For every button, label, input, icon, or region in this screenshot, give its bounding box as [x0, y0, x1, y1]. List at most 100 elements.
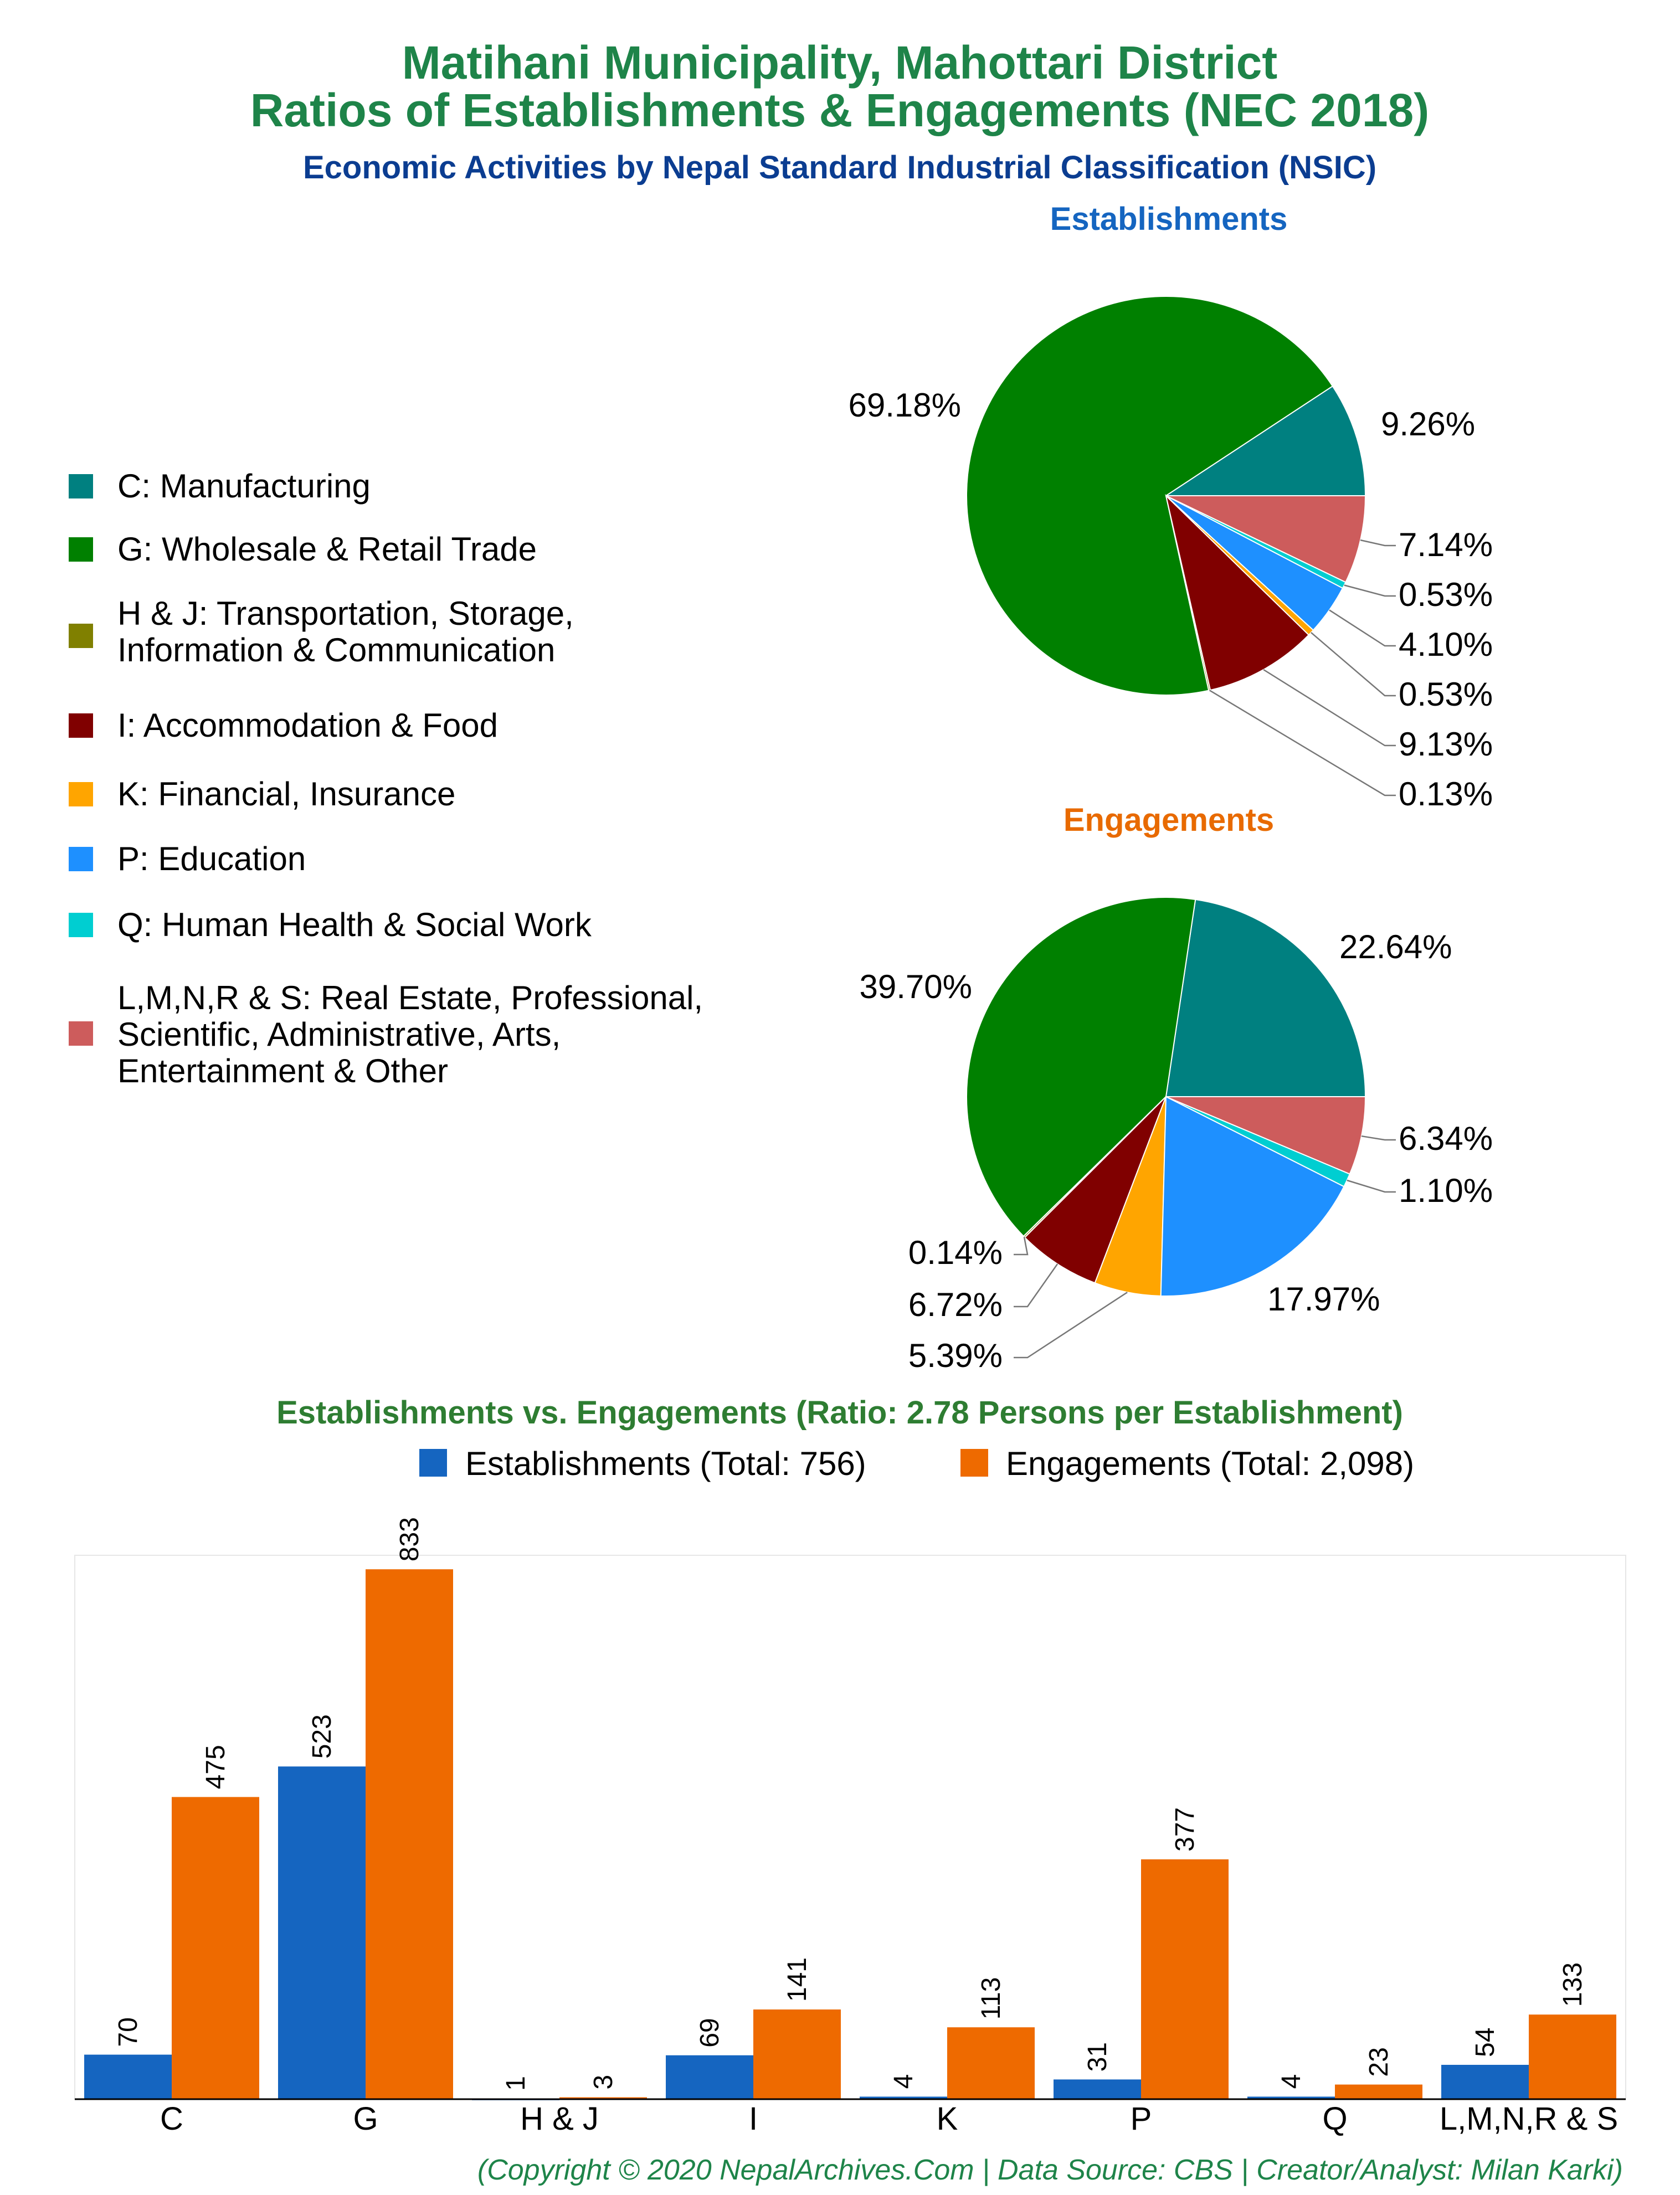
bar-legend-label: Establishments (Total: 756): [465, 1445, 866, 1482]
footer-credit: (Copyright © 2020 NepalArchives.Com | Da…: [477, 2154, 1623, 2186]
bar-engagements-p: [1141, 1859, 1229, 2099]
legend-label: I: Accommodation & Food: [117, 707, 498, 744]
bar-legend: Establishments (Total: 756) Engagements (…: [419, 1445, 1414, 1482]
pie-label-k: 5.39%: [908, 1337, 1003, 1374]
bar-value-label: 54: [1471, 2028, 1500, 2057]
pie-label-i: 9.13%: [1399, 726, 1493, 763]
legend-label: L,M,N,R & S: Real Estate, Professional,: [117, 979, 703, 1016]
legend-swatch: [69, 1021, 93, 1046]
bar-establishments-k: [860, 2096, 947, 2099]
pie-label-p: 17.97%: [1267, 1281, 1380, 1318]
bar-establishments-p: [1054, 2079, 1141, 2099]
pie-label-c: 22.64%: [1339, 928, 1452, 965]
bar-engagements-q: [1335, 2084, 1422, 2099]
pie-slice-i: [1165, 494, 1310, 691]
title-line-1: Matihani Municipality, Mahottari Distric…: [402, 37, 1278, 89]
pie-leader-line: [1311, 632, 1396, 697]
legend-item-c: C: Manufacturing: [69, 467, 371, 505]
pie-label-i: 6.72%: [908, 1286, 1003, 1323]
legend-item-i: I: Accommodation & Food: [69, 707, 498, 744]
bar-value-label: 113: [977, 1977, 1006, 2020]
x-tick-label-l-m-n-r-s: L,M,N,R & S: [1440, 2101, 1618, 2137]
bar-value-label: 23: [1364, 2047, 1394, 2076]
pie-label-g: 69.18%: [849, 387, 962, 424]
pie-label-p: 4.10%: [1399, 626, 1493, 663]
legend-label: Information & Communication: [117, 631, 555, 669]
bar-value-label: 4: [1277, 2074, 1306, 2089]
bar-value-label: 1: [501, 2076, 531, 2091]
establishments-pie: 69.18% 9.26% 7.14% 0.53% 4.10% 0.53% 9.13% 0.13…: [849, 296, 1493, 813]
x-tick-label-p: P: [1131, 2101, 1152, 2137]
pie-leader-line: [1344, 584, 1396, 597]
legend-swatch: [69, 847, 93, 871]
engagements-pie: 39.70% 22.64% 6.34% 1.10% 17.97% 0.14% 6.72% 5.…: [860, 897, 1493, 1374]
bar-engagements-k: [947, 2027, 1035, 2099]
x-tick-label-c: C: [160, 2101, 183, 2137]
legend-swatch: [69, 713, 93, 738]
pie-slice-g: [966, 897, 1196, 1237]
pie-label-h-j: 0.14%: [908, 1234, 1003, 1271]
pie-slice-l-m-n-r-s: [1165, 495, 1366, 583]
bar-value-label: 141: [783, 1957, 812, 2002]
x-tick-label-h-j: H & J: [520, 2101, 599, 2137]
legend-item-g: G: Wholesale & Retail Trade: [69, 531, 537, 568]
legend-swatch: [69, 913, 93, 937]
legend-item-q: Q: Human Health & Social Work: [69, 906, 592, 943]
x-tick-label-g: G: [353, 2101, 378, 2137]
pie-slice-g: [966, 296, 1334, 696]
legend-label: C: Manufacturing: [117, 467, 371, 505]
pie-leader-line: [1209, 690, 1396, 796]
bar-value-label: 4: [889, 2074, 918, 2089]
bar-chart: 70 475 C 523 833 G 1 3 H & J 69 141 I 4 113 K 31 377 P 4 23…: [74, 1517, 1626, 2137]
bar-engagements-h-j: [559, 2097, 647, 2099]
legend-swatch: [69, 474, 93, 498]
pie-slice-c: [1165, 898, 1366, 1097]
bar-engagements-c: [172, 1797, 259, 2099]
bar-establishments-l-m-n-r-s: [1441, 2064, 1529, 2099]
bar-value-label: 31: [1083, 2042, 1112, 2071]
legend-swatch: [69, 624, 93, 648]
engagements-pie-title: Engagements: [1064, 802, 1274, 838]
bar-value-label: 3: [589, 2075, 618, 2090]
pie-label-l-m-n-r-s: 7.14%: [1399, 526, 1493, 563]
bar-engagements-i: [753, 2009, 841, 2099]
pie-label-c: 9.26%: [1381, 405, 1475, 443]
bar-chart-title: Establishments vs. Engagements (Ratio: 2…: [276, 1395, 1403, 1431]
pie-leader-line: [1360, 539, 1396, 547]
bar-legend-swatch: [419, 1449, 447, 1477]
bar-legend-item-establishments: Establishments (Total: 756): [419, 1445, 866, 1482]
legend-label: H & J: Transportation, Storage,: [117, 595, 574, 632]
pie-slice-l-m-n-r-s: [1165, 1096, 1366, 1175]
pie-leader-line: [1361, 1135, 1396, 1141]
pie-label-h-j: 0.13%: [1399, 775, 1493, 813]
pie-label-k: 0.53%: [1399, 676, 1493, 713]
bar-engagements-g: [366, 1569, 453, 2099]
title-line-2: Ratios of Establishments & Engagements (…: [250, 84, 1430, 136]
bar-engagements-l-m-n-r-s: [1529, 2014, 1616, 2099]
legend-label: P: Education: [117, 840, 306, 877]
x-tick-label-i: I: [749, 2101, 758, 2137]
bar-establishments-i: [666, 2055, 753, 2099]
pie-leader-line: [1014, 1263, 1059, 1308]
bar-legend-item-engagements: Engagements (Total: 2,098): [960, 1445, 1414, 1482]
pie-leader-line: [1263, 669, 1396, 747]
pie-slice-c: [1164, 385, 1366, 496]
pie-label-q: 1.10%: [1399, 1172, 1493, 1209]
legend-label: Entertainment & Other: [117, 1052, 448, 1089]
pie-label-l-m-n-r-s: 6.34%: [1399, 1120, 1493, 1157]
category-legend: C: Manufacturing G: Wholesale & Retail Tr…: [69, 467, 703, 1089]
pie-slice-p: [1160, 1096, 1345, 1297]
legend-item-p: P: Education: [69, 840, 306, 877]
legend-swatch: [69, 782, 93, 806]
bar-value-label: 475: [201, 1745, 230, 1789]
x-tick-label-q: Q: [1322, 2101, 1347, 2137]
bar-value-label: 133: [1558, 1962, 1587, 2007]
bar-establishments-c: [84, 2054, 172, 2099]
legend-label: Scientific, Administrative, Arts,: [117, 1016, 561, 1053]
bar-value-label: 833: [395, 1517, 424, 1561]
bar-value-label: 69: [695, 2018, 725, 2047]
pie-label-q: 0.53%: [1399, 576, 1493, 613]
bar-establishments-g: [278, 1766, 366, 2099]
bar-legend-swatch: [960, 1449, 988, 1477]
